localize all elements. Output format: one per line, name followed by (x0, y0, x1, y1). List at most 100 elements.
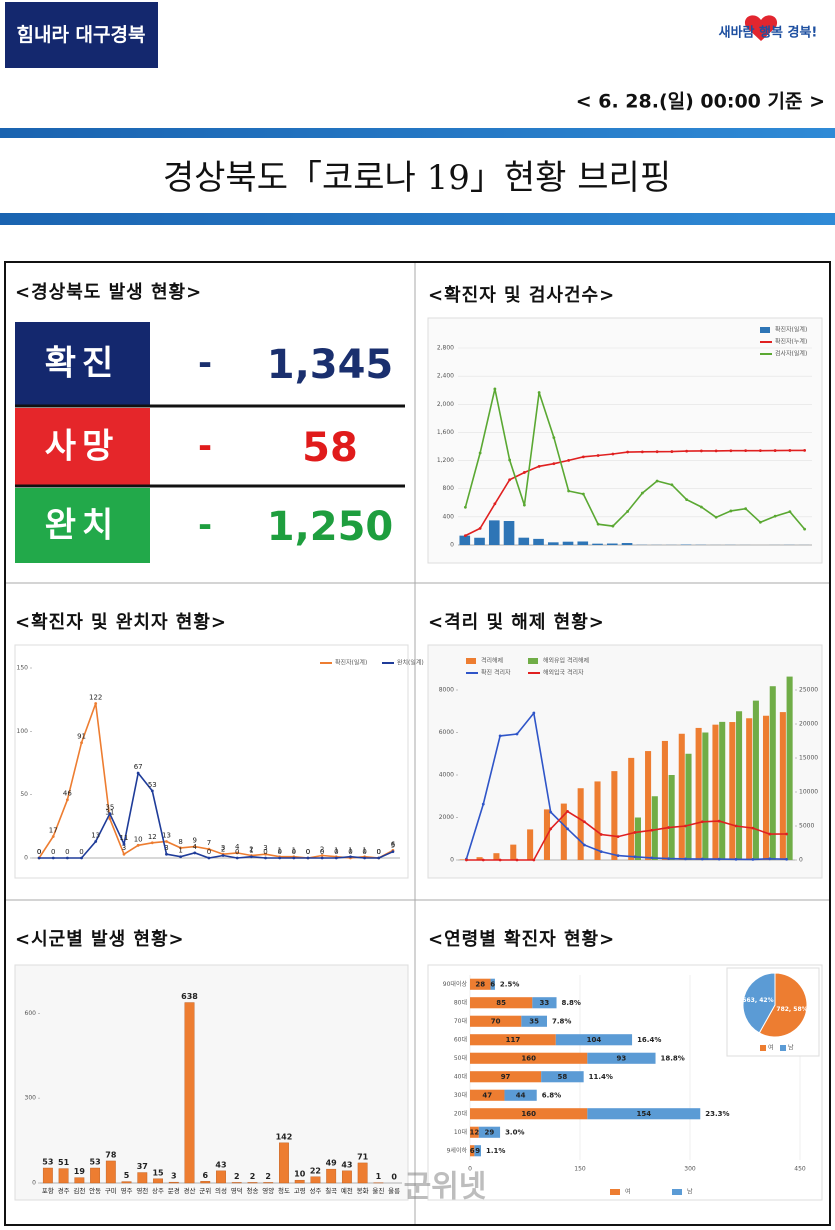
point (773, 514, 777, 518)
heart-icon (744, 15, 778, 41)
data-label: 2 (265, 1172, 271, 1181)
data-label: 6 (470, 1147, 475, 1155)
bar (592, 543, 603, 545)
bar (779, 712, 786, 860)
data-label: 563, 42% (742, 997, 773, 1004)
x-tick-label: 문경 (168, 1186, 180, 1195)
y-tick-label: 2000 (439, 814, 454, 821)
data-label: 13 (91, 832, 100, 840)
bar (476, 857, 483, 860)
slogan: 새바람 행복 경북! (719, 25, 818, 41)
data-label: 6 (391, 840, 396, 848)
data-label: 9 (475, 1147, 480, 1155)
bar (532, 997, 557, 1009)
data-label: 0 (51, 848, 55, 856)
data-label: 1 (249, 847, 253, 855)
legend-label: 남 (788, 1044, 794, 1052)
legend-swatch (528, 658, 538, 664)
point (165, 840, 168, 843)
y-tick-label: 90대이상 (443, 980, 468, 988)
chart-box (427, 644, 823, 879)
point (522, 471, 526, 474)
point (179, 846, 183, 850)
data-label: 3 (221, 844, 225, 852)
bar (628, 757, 635, 860)
header-bar (0, 128, 835, 138)
y-tick-label: 10대 (454, 1128, 467, 1136)
bar (562, 541, 574, 545)
share-label: 11.4% (589, 1073, 613, 1081)
y-tick-label: 50 (20, 791, 28, 798)
label-box (15, 488, 150, 563)
point (751, 857, 755, 861)
row-label: 확진 (45, 344, 120, 384)
data-label: 3 (122, 844, 126, 852)
bar (503, 521, 515, 545)
line (38, 703, 394, 859)
date: < 6. 28.(일) 00:00 기준 > (576, 91, 825, 113)
point (650, 828, 654, 832)
bar (527, 829, 534, 860)
legend-swatch (780, 1045, 786, 1051)
point (758, 520, 762, 524)
point (122, 842, 126, 846)
point (65, 798, 69, 802)
point (552, 462, 556, 466)
x-tick-label: 상주 (152, 1186, 164, 1195)
legend-swatch (760, 1045, 766, 1051)
bar (310, 1176, 321, 1184)
x-tick-label: 청도 (278, 1187, 290, 1195)
point (717, 819, 721, 823)
data-label: 5 (124, 1171, 130, 1180)
data-label: 43 (215, 1160, 226, 1169)
bar (121, 1181, 132, 1184)
x-tick-label: 고령 (294, 1187, 306, 1195)
point (744, 507, 748, 511)
bar (357, 1162, 368, 1184)
point (349, 855, 352, 859)
y-tick-label: 5000 (799, 823, 814, 830)
legend-swatch (672, 1189, 682, 1195)
bar (490, 978, 495, 990)
legend-label: 해외유입 격리해제 (543, 657, 589, 665)
bar (90, 1167, 101, 1184)
bar (645, 751, 652, 860)
bar (678, 733, 685, 860)
point (549, 827, 553, 831)
chart-box (14, 964, 409, 1201)
bar (470, 997, 533, 1009)
point (684, 824, 687, 828)
row-value: 58 (302, 425, 358, 471)
data-label: 1 (334, 847, 338, 855)
legend-swatch (610, 1189, 620, 1195)
bar (341, 1170, 352, 1184)
point (599, 833, 603, 836)
share-label: 1.1% (486, 1147, 505, 1155)
data-label: 29 (485, 1128, 495, 1136)
data-label: 93 (617, 1054, 627, 1062)
x-tick-label: 봉화 (357, 1187, 369, 1195)
point (667, 826, 671, 829)
data-label: 33 (540, 999, 550, 1007)
data-label: 1 (292, 847, 296, 855)
bar (153, 1178, 163, 1184)
point (463, 534, 467, 538)
y-tick-label: 40대 (454, 1072, 467, 1080)
data-label: 160 (521, 1110, 536, 1118)
point (581, 492, 585, 496)
data-label: 2 (234, 1172, 240, 1181)
line (466, 810, 787, 861)
bar (587, 1108, 701, 1120)
bar (587, 1052, 656, 1064)
data-label: 0 (320, 848, 324, 856)
point (463, 505, 467, 509)
bar (668, 775, 675, 860)
legend-label: 확진자(일계) (335, 659, 367, 667)
y-tick-label: 20대 (454, 1109, 467, 1117)
bar (521, 1015, 547, 1027)
data-label: 1 (348, 847, 352, 855)
x-tick-label: 영양 (262, 1186, 274, 1195)
x-tick-label: 450 (794, 1166, 806, 1173)
bar (74, 1177, 85, 1184)
point (714, 449, 718, 453)
